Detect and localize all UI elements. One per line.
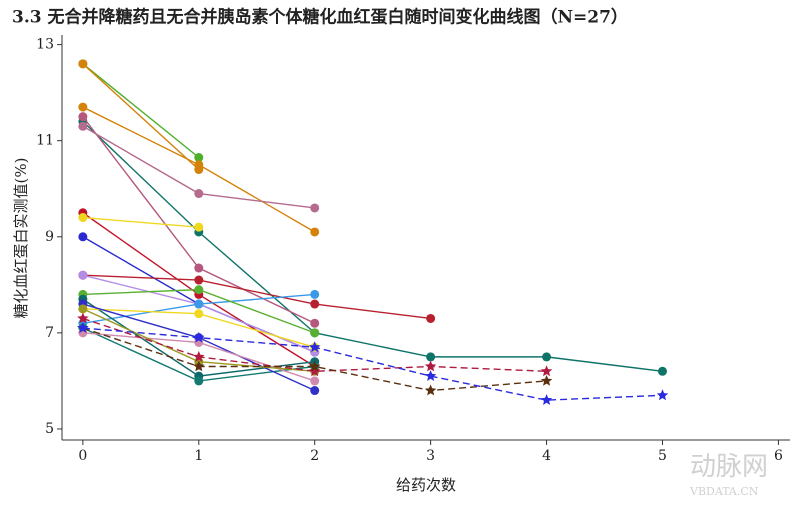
series-line [82, 120, 663, 372]
point [193, 331, 205, 343]
point [310, 289, 320, 299]
point [309, 365, 321, 377]
point [310, 227, 320, 237]
point [77, 312, 89, 324]
point [424, 370, 437, 381]
point [194, 153, 204, 163]
point [78, 304, 88, 314]
point [309, 360, 321, 372]
y-tick-label: 11 [36, 133, 54, 149]
point [194, 309, 204, 319]
x-axis-label: 给药次数 [396, 476, 456, 494]
series-line [82, 216, 199, 228]
point [540, 365, 553, 377]
point [540, 394, 553, 405]
series-line [82, 274, 431, 320]
point [194, 299, 204, 309]
y-tick-label: 7 [45, 325, 54, 341]
x-tick-label: 1 [194, 448, 203, 464]
point [310, 376, 320, 386]
point [193, 350, 205, 362]
point [310, 299, 320, 309]
series-line [82, 327, 663, 401]
x-tick-label: 0 [78, 448, 87, 464]
point [193, 360, 205, 372]
watermark: VBDATA.CN [689, 485, 759, 498]
point [656, 389, 669, 401]
point [78, 102, 88, 112]
point [309, 341, 321, 353]
point [424, 384, 437, 396]
point [310, 386, 320, 396]
point [424, 360, 437, 372]
point [657, 366, 667, 376]
x-tick-label: 5 [658, 448, 667, 464]
x-tick-label: 3 [426, 448, 435, 464]
point [194, 285, 204, 295]
watermark: 动脉网 [690, 452, 768, 482]
point [194, 160, 204, 170]
point [542, 352, 552, 362]
series-line [82, 63, 200, 171]
point [194, 189, 204, 199]
y-axis-label: 糖化血红蛋白实测值(%) [12, 158, 30, 319]
point [78, 232, 88, 242]
point [194, 222, 204, 232]
point [78, 112, 88, 122]
point [310, 203, 320, 213]
point [78, 121, 88, 131]
point [78, 59, 88, 69]
point [194, 275, 204, 285]
point [78, 270, 88, 280]
x-tick-label: 2 [310, 448, 319, 464]
point [194, 263, 204, 273]
point [194, 376, 204, 386]
point [540, 374, 553, 386]
point [77, 322, 89, 333]
point [78, 213, 88, 223]
point [426, 352, 436, 362]
y-tick-label: 5 [45, 421, 54, 437]
series-line [82, 327, 547, 392]
y-tick-label: 9 [45, 229, 54, 245]
y-tick-label: 13 [36, 37, 54, 53]
x-tick-label: 4 [542, 448, 551, 464]
point [426, 313, 436, 323]
chart-title: 3.3 无合并降糖药且无合并胰岛素个体糖化血红蛋白随时间变化曲线图（N=27） [12, 7, 628, 28]
x-tick-label: 6 [774, 448, 783, 464]
point [310, 318, 320, 328]
series-line [82, 63, 200, 159]
series-line [82, 317, 547, 373]
point [310, 328, 320, 338]
